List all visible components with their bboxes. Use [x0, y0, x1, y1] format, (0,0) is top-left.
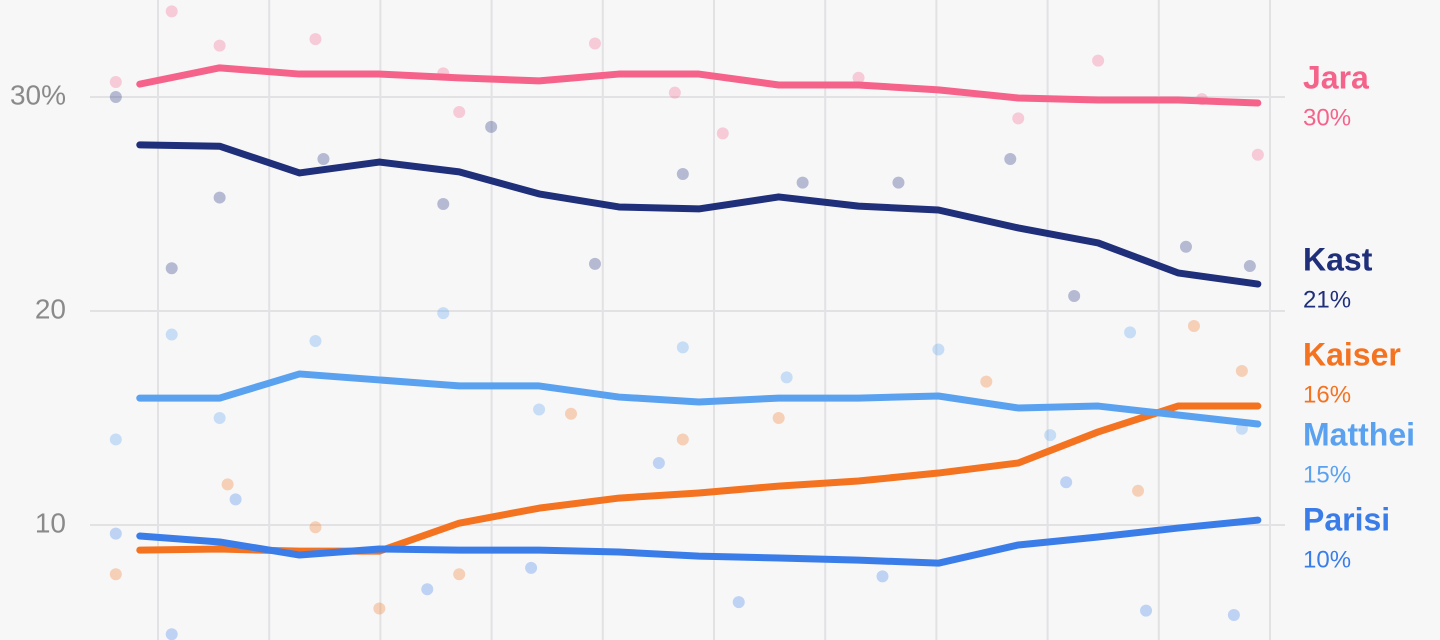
poll-dot: [676, 168, 689, 181]
poll-dot: [309, 33, 322, 46]
poll-dot: [1060, 476, 1073, 489]
poll-dot: [780, 371, 793, 384]
poll-dot: [213, 39, 226, 52]
poll-dot: [588, 37, 601, 50]
series-line: [136, 141, 1262, 288]
poll-dot: [229, 493, 242, 506]
poll-dot: [165, 628, 178, 640]
poll-dot: [109, 527, 122, 540]
poll-dot: [1140, 604, 1153, 617]
poll-dot: [932, 343, 945, 356]
poll-dot: [565, 407, 578, 420]
poll-dot: [309, 521, 322, 534]
end-value-label: 10%: [1303, 546, 1351, 573]
poll-dot: [1187, 319, 1200, 332]
poll-dot: [373, 602, 386, 615]
poll-dot: [109, 75, 122, 88]
poll-dot: [453, 568, 466, 581]
poll-dot: [453, 105, 466, 118]
end-value-label: 16%: [1303, 381, 1351, 408]
poll-dot: [652, 456, 665, 469]
poll-dot: [892, 176, 905, 189]
poll-dot: [876, 570, 889, 583]
poll-dot: [668, 86, 681, 99]
poll-dot: [1179, 240, 1192, 253]
series-line: [136, 64, 1262, 107]
poll-dot: [796, 176, 809, 189]
series-line: [136, 402, 1262, 555]
poll-dot: [1092, 54, 1105, 67]
legend-label: Matthei: [1303, 416, 1415, 452]
poll-dot: [1235, 364, 1248, 377]
poll-dot: [165, 262, 178, 275]
poll-dot: [1124, 326, 1137, 339]
poll-dot: [1012, 112, 1025, 125]
poll-dot: [109, 90, 122, 103]
poll-dot: [437, 197, 450, 210]
poll-dot: [676, 433, 689, 446]
y-tick-label: 10: [35, 507, 66, 538]
poll-dot: [437, 307, 450, 320]
y-tick-label: 20: [35, 293, 66, 324]
poll-dot: [588, 257, 601, 270]
legend-label: Kaiser: [1303, 336, 1401, 372]
poll-dot: [525, 561, 538, 574]
poll-dot: [213, 191, 226, 204]
poll-dot: [772, 412, 785, 425]
poll-dot: [716, 127, 729, 140]
poll-dot: [1068, 290, 1081, 303]
poll-dot: [109, 568, 122, 581]
legend-label: Jara: [1303, 59, 1369, 95]
poll-dot: [1132, 484, 1145, 497]
poll-dot: [221, 478, 234, 491]
end-value-label: 30%: [1303, 104, 1351, 131]
end-value-label: 21%: [1303, 286, 1351, 313]
poll-dot: [1251, 148, 1264, 161]
poll-dot: [1004, 153, 1017, 166]
y-tick-label: 30%: [10, 79, 66, 110]
poll-dot: [1243, 260, 1256, 273]
poll-dot: [109, 433, 122, 446]
legend-label: Kast: [1303, 241, 1373, 277]
poll-dot: [1227, 608, 1240, 621]
poll-dot: [732, 596, 745, 609]
poll-dot: [165, 328, 178, 341]
poll-dot: [980, 375, 993, 388]
series-line: [136, 516, 1262, 567]
series-line: [136, 370, 1262, 428]
poll-dot: [676, 341, 689, 354]
legend-label: Parisi: [1303, 501, 1390, 537]
end-value-label: 15%: [1303, 461, 1351, 488]
poll-dot: [485, 120, 498, 133]
poll-dot: [421, 583, 434, 596]
poll-dot: [309, 334, 322, 347]
poll-dot: [213, 412, 226, 425]
poll-dot: [317, 153, 330, 166]
poll-dot: [1044, 429, 1057, 442]
poll-dot: [165, 5, 178, 18]
poll-dot: [533, 403, 546, 416]
poll-dot: [852, 71, 865, 84]
